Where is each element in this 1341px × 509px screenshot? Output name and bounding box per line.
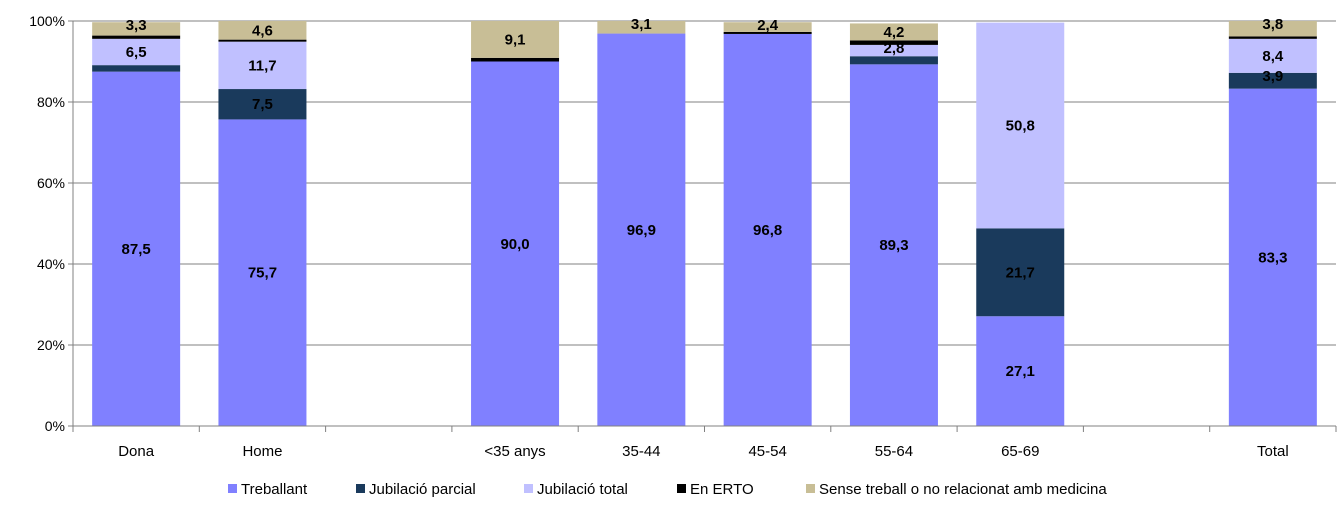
bar-segment — [723, 31, 812, 34]
data-label: 7,5 — [252, 96, 273, 113]
y-tick-label: 60% — [37, 175, 65, 191]
data-label: 96,9 — [627, 222, 656, 239]
bar-segment — [1228, 21, 1317, 37]
data-label: 83,3 — [1258, 249, 1287, 266]
bar-segment — [976, 22, 1065, 229]
y-tick-label: 20% — [37, 337, 65, 353]
x-tick-label: <35 anys — [484, 443, 545, 460]
bar-segment — [849, 40, 938, 45]
x-tick-label: 55-64 — [875, 443, 913, 460]
data-label: 89,3 — [879, 237, 908, 254]
bar-segment — [218, 89, 307, 120]
y-tick-label: 40% — [37, 256, 65, 272]
data-label: 3,9 — [1262, 68, 1283, 85]
x-tick-label: 65-69 — [1001, 443, 1039, 460]
bar-segment — [92, 65, 181, 72]
bars-group — [92, 21, 1317, 427]
data-label: 2,8 — [884, 40, 905, 57]
legend-swatch — [524, 484, 533, 493]
bar-segment — [92, 71, 181, 426]
data-label: 21,7 — [1006, 264, 1035, 281]
bar-segment — [976, 316, 1065, 426]
bar-segment — [849, 23, 938, 41]
bar-segment — [1228, 88, 1317, 426]
y-tick-label: 100% — [29, 13, 65, 29]
bar-segment — [92, 35, 181, 39]
bar-segment — [723, 33, 812, 427]
data-label: 9,1 — [505, 31, 526, 48]
bar-segment — [471, 57, 560, 62]
legend-swatch — [677, 484, 686, 493]
bar-segment — [92, 22, 181, 36]
data-label: 3,8 — [1262, 16, 1283, 33]
data-label: 4,2 — [884, 24, 905, 41]
bar-segment — [471, 21, 560, 58]
value-labels: 87,5 6,5 3,3 75,7 7,5 11,7 4,6 90,0 9,1 96,9 3,1 96… — [122, 16, 1288, 380]
bar-segment — [597, 21, 686, 34]
data-label: 2,4 — [757, 17, 779, 34]
bar-segment — [1228, 38, 1317, 73]
legend-label: Jubilació parcial — [369, 481, 476, 498]
legend-label: Treballant — [241, 481, 308, 498]
bar-segment — [597, 33, 686, 427]
bar-segment — [1228, 72, 1317, 89]
bar-segment — [218, 21, 307, 40]
bar-segment — [218, 41, 307, 90]
x-tick-label: 35-44 — [622, 443, 660, 460]
bar-segment — [92, 38, 181, 66]
legend-swatch — [356, 484, 365, 493]
data-label: 96,8 — [753, 222, 782, 239]
x-tick-label: Total — [1257, 443, 1289, 460]
y-tick-label: 80% — [37, 94, 65, 110]
bar-segment — [976, 228, 1065, 317]
bar-segment — [218, 39, 307, 42]
data-label: 11,7 — [248, 57, 276, 74]
bar-segment — [849, 64, 938, 427]
y-tick-label: 0% — [45, 418, 65, 434]
x-tick-label: 45-54 — [748, 443, 786, 460]
legend: Treballant Jubilació parcial Jubilació tot… — [228, 481, 1107, 498]
bar-segment — [218, 119, 307, 426]
data-label: 27,1 — [1006, 363, 1035, 380]
x-tick-label: Dona — [118, 443, 155, 460]
data-label: 6,5 — [126, 44, 147, 61]
data-label: 75,7 — [248, 265, 277, 282]
legend-swatch — [806, 484, 815, 493]
data-label: 50,8 — [1006, 117, 1035, 134]
x-tick-label: Home — [242, 443, 282, 460]
legend-label: En ERTO — [690, 481, 754, 498]
legend-label: Sense treball o no relacionat amb medici… — [819, 481, 1107, 498]
bar-segment — [471, 61, 560, 426]
data-label: 8,4 — [1262, 48, 1284, 65]
bar-segment — [1228, 36, 1317, 39]
bar-segment — [849, 56, 938, 65]
data-label: 4,6 — [252, 22, 273, 39]
data-label: 3,1 — [631, 16, 652, 33]
data-label: 87,5 — [122, 241, 151, 258]
bar-segment — [723, 22, 812, 32]
data-label: 90,0 — [500, 236, 529, 253]
axes: 0% 20% 40% 60% 80% 100% Dona Home <35 anys 35-44 4… — [29, 13, 1337, 460]
bar-segment — [849, 44, 938, 57]
legend-label: Jubilació total — [537, 481, 628, 498]
data-label: 3,3 — [126, 17, 147, 34]
legend-swatch — [228, 484, 237, 493]
